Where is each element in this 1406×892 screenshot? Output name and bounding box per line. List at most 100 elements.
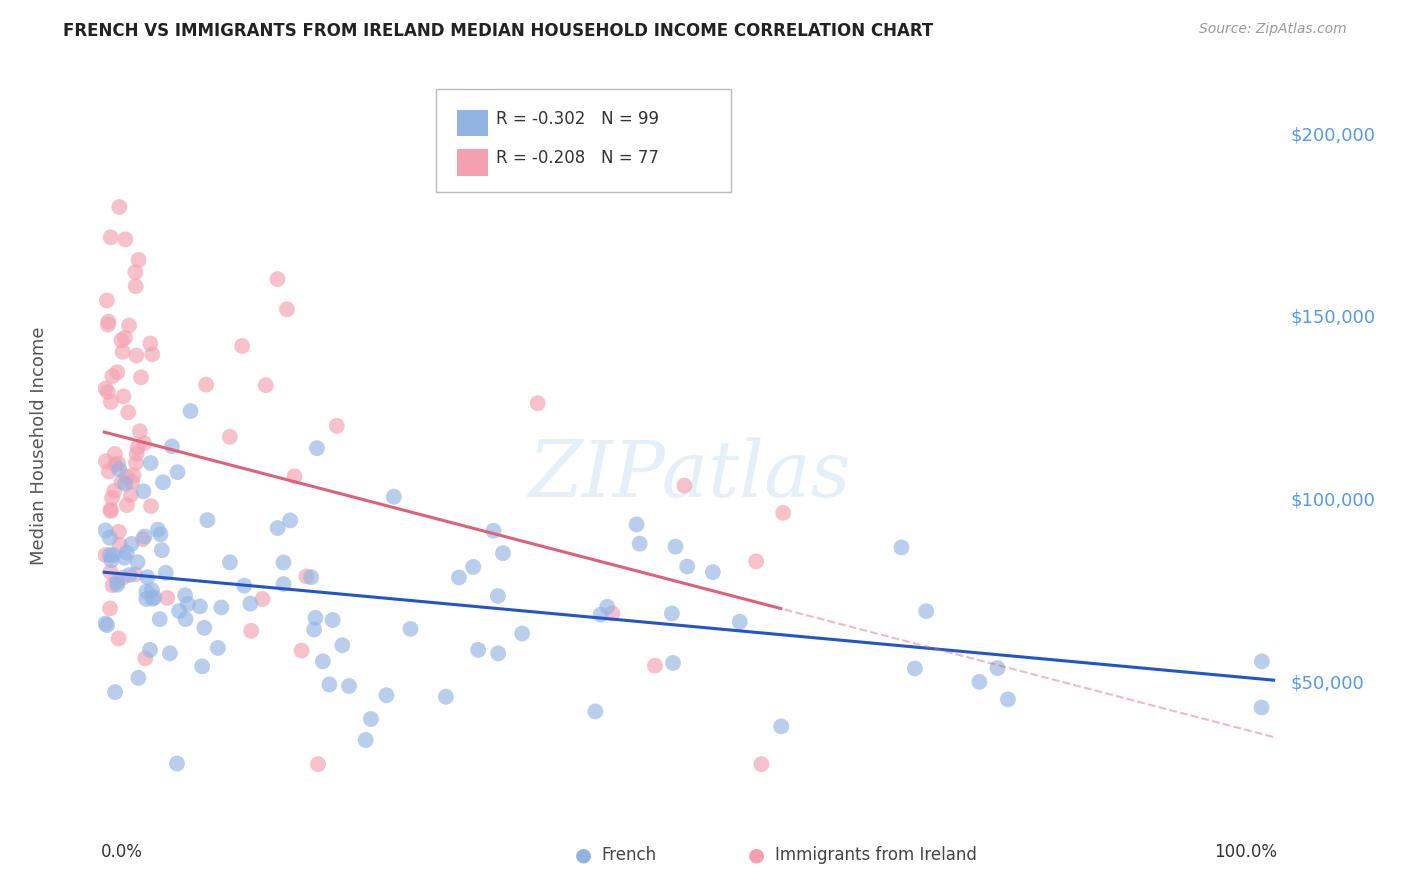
Point [127,671,149,685]
Point [100,565,122,579]
Point [526,396,548,410]
Point [105,578,128,592]
Point [664,540,686,554]
Point [305,441,328,455]
Point [195,377,218,392]
Text: Immigrants from Ireland: Immigrants from Ireland [775,846,977,863]
Point [135,584,157,599]
Point [322,613,344,627]
Point [139,336,162,351]
Point [492,546,515,560]
Point [141,583,163,598]
Point [337,679,360,693]
Text: $50,000: $50,000 [1291,674,1364,693]
Point [128,424,150,438]
Point [890,541,912,555]
Point [661,607,683,621]
Point [98,548,121,562]
Point [97,385,120,400]
Point [167,604,190,618]
Point [486,589,509,603]
Point [128,252,150,267]
Point [159,646,181,660]
Text: R = -0.208   N = 77: R = -0.208 N = 77 [496,149,659,167]
Point [166,465,188,479]
Point [97,464,120,478]
Point [114,550,136,565]
Point [326,418,349,433]
Point [114,232,136,246]
Point [676,559,699,574]
Point [155,566,177,580]
Point [96,618,118,632]
Point [120,488,142,502]
Point [149,612,172,626]
Point [100,553,122,567]
Point [673,478,696,492]
Point [626,517,648,532]
Point [304,611,326,625]
Point [997,692,1019,706]
Point [97,315,120,329]
Point [160,439,183,453]
Point [969,674,991,689]
Point [447,570,470,584]
Point [510,626,533,640]
Point [96,293,118,308]
Point [375,688,398,702]
Point [209,600,232,615]
Point [108,538,131,552]
Point [745,554,768,568]
Point [177,597,200,611]
Point [239,597,262,611]
Point [486,646,509,660]
Point [111,570,134,584]
Point [915,604,938,618]
Point [254,378,277,392]
Point [118,318,141,333]
Point [382,490,405,504]
Point [101,491,124,505]
Point [219,555,242,569]
Point [115,545,138,559]
Point [644,658,666,673]
Point [231,339,253,353]
Text: $200,000: $200,000 [1291,126,1375,145]
Point [127,441,149,455]
Point [302,623,325,637]
Point [134,436,156,450]
Point [139,643,162,657]
Point [467,643,489,657]
Point [482,524,505,538]
Point [1250,700,1272,714]
Point [166,756,188,771]
Point [360,712,382,726]
Point [141,347,163,361]
Point [117,405,139,419]
Point [97,318,120,332]
Point [143,591,166,605]
Point [589,607,612,622]
Point [125,279,148,293]
Point [188,599,211,614]
Point [104,685,127,699]
Point [101,369,124,384]
Text: Median Household Income: Median Household Income [31,326,48,566]
Point [104,458,127,472]
Point [103,483,125,498]
Point [110,333,132,347]
Text: $100,000: $100,000 [1291,491,1375,510]
Point [583,705,606,719]
Point [135,592,157,607]
Point [98,601,121,615]
Text: $150,000: $150,000 [1291,309,1375,327]
Point [986,661,1008,675]
Point [273,577,295,591]
Point [94,548,117,562]
Point [103,548,125,562]
Point [193,621,215,635]
Point [94,454,117,468]
Point [218,430,240,444]
Point [150,543,173,558]
Point [252,592,274,607]
